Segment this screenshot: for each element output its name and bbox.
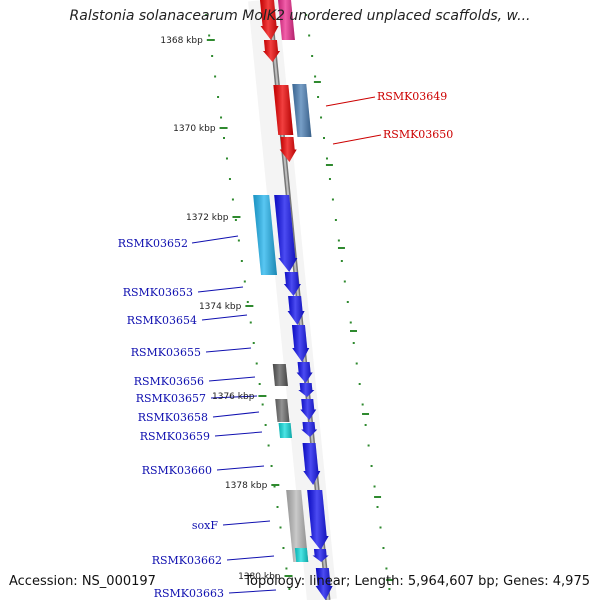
gene-label[interactable]: RSMK03657	[136, 392, 206, 405]
gene-label[interactable]: RSMK03649	[377, 90, 447, 103]
gene-label[interactable]: soxF	[192, 519, 218, 532]
gene-feature[interactable]	[253, 195, 278, 275]
gene-feature[interactable]	[279, 137, 297, 162]
gene-labels: RSMK03649 RSMK03650 RSMK03652 RSMK03653 RSMK…	[118, 90, 454, 600]
gene-arrow-shading	[298, 383, 315, 397]
gene-arrow-shading	[300, 399, 317, 420]
right-ruler	[305, 14, 394, 590]
gene-arrow-shading	[291, 325, 310, 362]
gene-feature[interactable]	[273, 85, 294, 135]
gene-feature[interactable]	[296, 362, 313, 383]
gene-arrow-shading	[283, 272, 301, 296]
gene-label[interactable]: RSMK03650	[383, 128, 453, 141]
gene-feature[interactable]	[283, 272, 301, 296]
label-leader-line	[332, 134, 382, 145]
gene-feature[interactable]	[263, 40, 281, 62]
gene-arrow-shading	[296, 362, 313, 383]
gene-label[interactable]: RSMK03655	[131, 346, 201, 359]
gene-feature[interactable]	[300, 399, 317, 420]
gene-feature[interactable]	[287, 296, 305, 325]
label-leader-line	[191, 235, 239, 244]
label-leader-line	[208, 376, 256, 382]
label-leader-line	[216, 465, 265, 471]
gene-feature[interactable]	[286, 490, 309, 562]
scale-label: 1370 kbp	[173, 124, 216, 134]
label-leader-line	[210, 395, 258, 399]
scale-labels: 1368 kbp 1370 kbp 1372 kbp 1374 kbp 1376 kbp…	[160, 36, 280, 582]
scale-label: 1380 kbp	[238, 572, 281, 582]
gene-arrow-shading	[315, 568, 333, 600]
label-leader-line	[205, 347, 252, 353]
label-leader-line	[228, 589, 277, 594]
label-leader-line	[214, 431, 263, 437]
gene-feature[interactable]	[298, 383, 315, 397]
gene-feature[interactable]	[260, 0, 279, 40]
gene-arrow-shading	[253, 195, 278, 275]
gene-arrow-shading	[312, 549, 329, 562]
scale-label: 1368 kbp	[160, 36, 203, 46]
gene-arrow-shading	[287, 296, 305, 325]
gene-label[interactable]: RSMK03659	[140, 430, 210, 443]
gene-arrow-shading	[263, 40, 281, 62]
gene-feature[interactable]	[312, 549, 329, 562]
left-ruler	[205, 14, 293, 590]
label-leader-line	[197, 286, 244, 293]
label-leader-line	[226, 555, 275, 561]
scale-label: 1376 kbp	[212, 392, 255, 402]
gene-label[interactable]: RSMK03653	[123, 286, 193, 299]
gene-arrow-shading	[307, 490, 329, 550]
gene-label[interactable]: RSMK03658	[138, 411, 208, 424]
gene-arrow-shading	[301, 422, 318, 437]
scale-label: 1372 kbp	[186, 213, 229, 223]
gene-feature[interactable]	[307, 490, 329, 550]
gene-feature[interactable]	[278, 423, 293, 438]
gene-arrow-shading	[292, 84, 312, 137]
gene-feature[interactable]	[301, 422, 318, 437]
gene-arrow-shading	[279, 137, 297, 162]
gene-label[interactable]: RSMK03656	[134, 375, 204, 388]
gene-arrow-shading	[272, 364, 288, 386]
gene-label[interactable]: RSMK03663	[154, 587, 224, 600]
gene-arrow-shading	[278, 0, 295, 40]
gene-arrow-shading	[275, 399, 290, 422]
gene-track	[253, 0, 333, 600]
gene-arrow-shading	[286, 490, 309, 562]
label-leader-line	[201, 314, 248, 321]
gene-feature[interactable]	[292, 84, 312, 137]
gene-feature[interactable]	[315, 568, 333, 600]
scale-label: 1378 kbp	[225, 481, 268, 491]
gene-label[interactable]: RSMK03654	[127, 314, 197, 327]
gene-arrow-shading	[294, 548, 309, 562]
gene-feature[interactable]	[291, 325, 310, 362]
gene-feature[interactable]	[275, 399, 290, 422]
accession-text: Accession: NS_000197	[9, 574, 156, 589]
gene-label[interactable]: RSMK03660	[142, 464, 212, 477]
scale-label: 1374 kbp	[199, 302, 242, 312]
gene-feature[interactable]	[278, 0, 295, 40]
gene-arrow-shading	[273, 85, 294, 135]
label-leader-line	[222, 520, 271, 526]
label-leader-line	[212, 411, 260, 418]
gene-arrow-shading	[278, 423, 293, 438]
gene-feature[interactable]	[274, 195, 298, 272]
gene-arrow-shading	[274, 195, 298, 272]
gene-label[interactable]: RSMK03662	[152, 554, 222, 567]
gene-label[interactable]: RSMK03652	[118, 237, 188, 250]
gene-feature[interactable]	[302, 443, 321, 485]
gene-feature[interactable]	[294, 548, 309, 562]
genome-summary: Topology: linear; Length: 5,964,607 bp; …	[244, 574, 590, 589]
gene-arrow-shading	[260, 0, 279, 40]
gene-feature[interactable]	[272, 364, 288, 386]
label-leader-line	[325, 96, 376, 107]
gene-arrow-shading	[302, 443, 321, 485]
map-title: Ralstonia solanacearum MolK2 unordered u…	[69, 8, 531, 24]
